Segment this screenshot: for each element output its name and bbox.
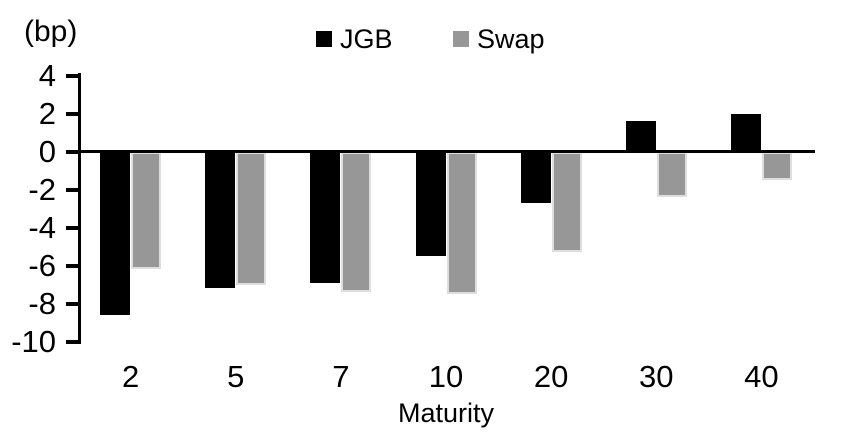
jgb-bar-maturity-7 <box>310 151 341 283</box>
x-tick-label-40: 40 <box>744 359 779 394</box>
jgb-series-swatch-icon <box>316 31 332 47</box>
y-tick-mark <box>66 149 78 154</box>
jgb-bar-maturity-10 <box>415 151 446 256</box>
y-tick-label--8: -8 <box>28 285 56 321</box>
y-tick-label-4: 4 <box>38 57 56 93</box>
zero-baseline <box>78 150 815 153</box>
y-tick-mark <box>66 187 78 192</box>
swap-series-swatch-icon <box>453 31 469 47</box>
y-tick-label-0: 0 <box>38 133 56 169</box>
swap-bar-maturity-2 <box>131 151 162 270</box>
y-axis-unit-label: (bp) <box>24 15 78 48</box>
jgb-bar-maturity-40 <box>730 113 761 152</box>
swap-bar-maturity-40 <box>761 151 792 180</box>
y-tick-label--6: -6 <box>28 247 56 283</box>
y-tick-mark <box>66 73 78 78</box>
x-tick-label-20: 20 <box>533 359 569 394</box>
swap-bar-maturity-20 <box>551 151 582 253</box>
x-tick-label-7: 7 <box>332 359 350 394</box>
x-tick-label-5: 5 <box>227 359 245 394</box>
swap-bar-maturity-7 <box>341 151 372 293</box>
y-tick-mark <box>66 263 78 268</box>
x-tick-label-10: 10 <box>428 359 464 394</box>
y-tick-label-2: 2 <box>38 95 56 131</box>
jgb-bar-maturity-20 <box>520 151 551 203</box>
y-tick-label--10: -10 <box>11 323 56 359</box>
legend-label-jgb: JGB <box>340 24 393 54</box>
y-tick-mark <box>66 339 78 344</box>
y-tick-label--2: -2 <box>28 171 56 207</box>
swap-bar-maturity-30 <box>656 151 687 198</box>
y-tick-label--4: -4 <box>28 209 56 245</box>
y-axis-spine <box>78 73 81 344</box>
legend-item-swap: Swap <box>453 25 545 53</box>
y-tick-mark <box>66 225 78 230</box>
jgb-bar-maturity-5 <box>205 151 236 289</box>
jgb-bar-maturity-2 <box>100 151 131 315</box>
y-tick-mark <box>66 111 78 116</box>
x-axis-title: Maturity <box>397 398 495 428</box>
x-tick-label-30: 30 <box>639 359 674 394</box>
swap-bar-maturity-10 <box>446 151 477 294</box>
legend-item-jgb: JGB <box>316 25 393 53</box>
jgb-bar-maturity-30 <box>625 121 656 152</box>
legend-label-swap: Swap <box>477 24 545 54</box>
swap-bar-maturity-5 <box>236 151 267 285</box>
y-tick-mark <box>66 301 78 306</box>
x-tick-label-2: 2 <box>121 359 140 394</box>
